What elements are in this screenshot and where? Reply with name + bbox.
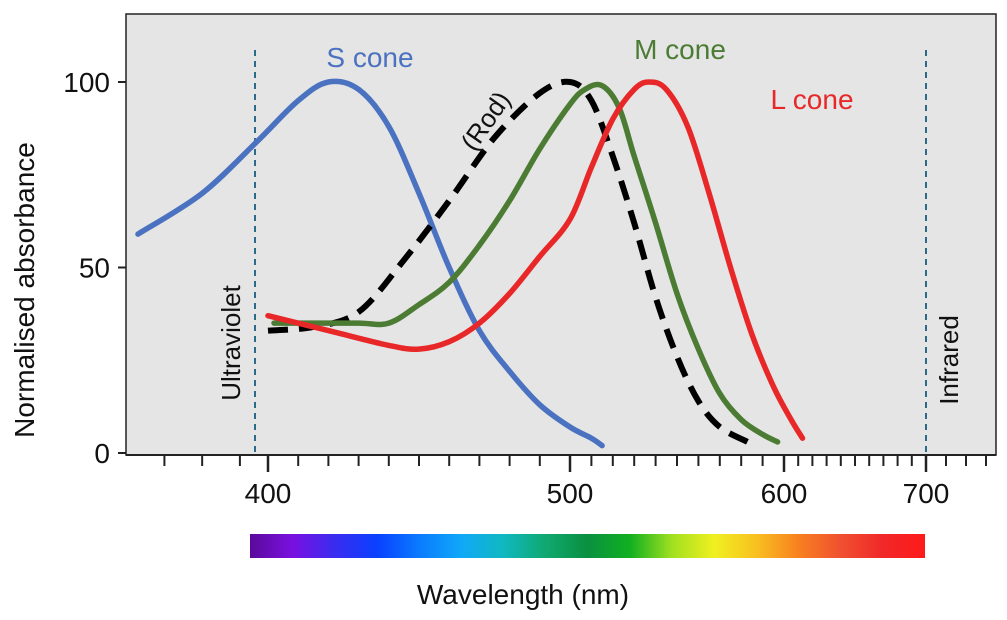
series-line-m-cone — [271, 81, 781, 445]
x-tick-label: 700 — [903, 478, 950, 509]
x-tick-label: 500 — [547, 478, 594, 509]
spectrum-bar — [250, 534, 925, 558]
series-line-l-cone — [265, 79, 806, 441]
x-axis-title: Wavelength (nm) — [417, 579, 629, 610]
series-label-s-cone: S cone — [326, 42, 413, 73]
region-label-infrared: Infrared — [934, 315, 964, 405]
y-tick-label: 0 — [94, 438, 110, 469]
y-tick-label: 50 — [79, 253, 110, 284]
series-label-l-cone: L cone — [770, 84, 853, 115]
x-tick-label: 400 — [245, 478, 292, 509]
y-tick-label: 100 — [63, 67, 110, 98]
x-tick-label: 600 — [761, 478, 808, 509]
series-line-rod — [267, 78, 750, 445]
series-line-s-cone — [135, 78, 605, 449]
region-label-ultraviolet: Ultraviolet — [216, 284, 246, 400]
series-label-m-cone: M cone — [634, 34, 726, 65]
y-axis-title: Normalised absorbance — [9, 142, 40, 438]
